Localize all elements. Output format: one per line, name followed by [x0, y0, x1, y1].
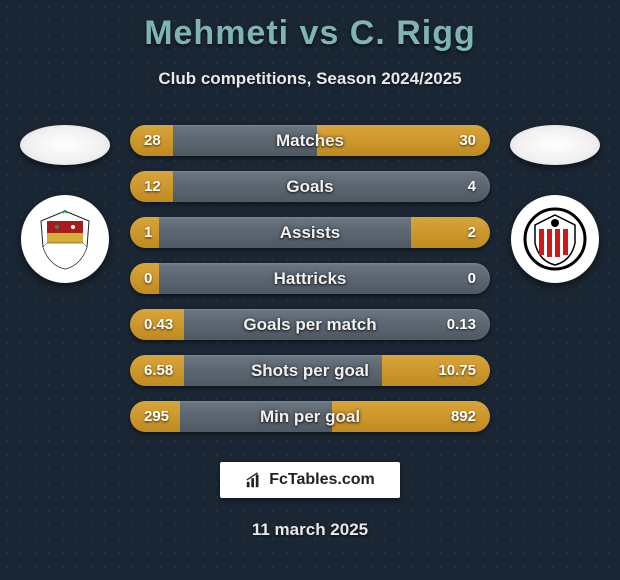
stat-row: 124Goals: [130, 171, 490, 202]
crest-right: [511, 195, 599, 283]
fill-left: [130, 171, 173, 202]
stat-label: Goals per match: [130, 309, 490, 340]
subtitle: Club competitions, Season 2024/2025: [0, 69, 620, 89]
fill-left: [130, 309, 184, 340]
stat-value-right: 4: [468, 171, 476, 202]
footer-brand-text: FcTables.com: [269, 471, 375, 489]
page-title: Mehmeti vs C. Rigg: [0, 14, 620, 53]
stat-row: 12Assists: [130, 217, 490, 248]
fill-right: [411, 217, 490, 248]
stat-row: 00Hattricks: [130, 263, 490, 294]
date-line: 11 march 2025: [0, 520, 620, 540]
stats-bars: 2830Matches124Goals12Assists00Hattricks0…: [130, 125, 490, 432]
crest-left: [21, 195, 109, 283]
stat-row: 295892Min per goal: [130, 401, 490, 432]
fill-right: [382, 355, 490, 386]
stat-value-right: 0.13: [447, 309, 476, 340]
chart-icon: [245, 471, 263, 489]
footer-brand: FcTables.com: [220, 462, 400, 498]
crest-right-icon: [523, 207, 587, 271]
fill-right: [317, 125, 490, 156]
player-left-column: [10, 125, 120, 432]
stat-label: Goals: [130, 171, 490, 202]
fill-left: [130, 125, 173, 156]
infographic-container: Mehmeti vs C. Rigg Club competitions, Se…: [0, 0, 620, 580]
stat-label: Hattricks: [130, 263, 490, 294]
fill-left: [130, 263, 159, 294]
player-right-silhouette: [510, 125, 600, 165]
fill-right: [332, 401, 490, 432]
fill-left: [130, 401, 180, 432]
player-right-column: [500, 125, 610, 432]
crest-left-icon: [33, 207, 97, 271]
fill-left: [130, 355, 184, 386]
stat-row: 2830Matches: [130, 125, 490, 156]
player-left-silhouette: [20, 125, 110, 165]
main-area: 2830Matches124Goals12Assists00Hattricks0…: [0, 125, 620, 432]
stat-value-right: 0: [468, 263, 476, 294]
stat-row: 6.5810.75Shots per goal: [130, 355, 490, 386]
stat-row: 0.430.13Goals per match: [130, 309, 490, 340]
fill-left: [130, 217, 159, 248]
